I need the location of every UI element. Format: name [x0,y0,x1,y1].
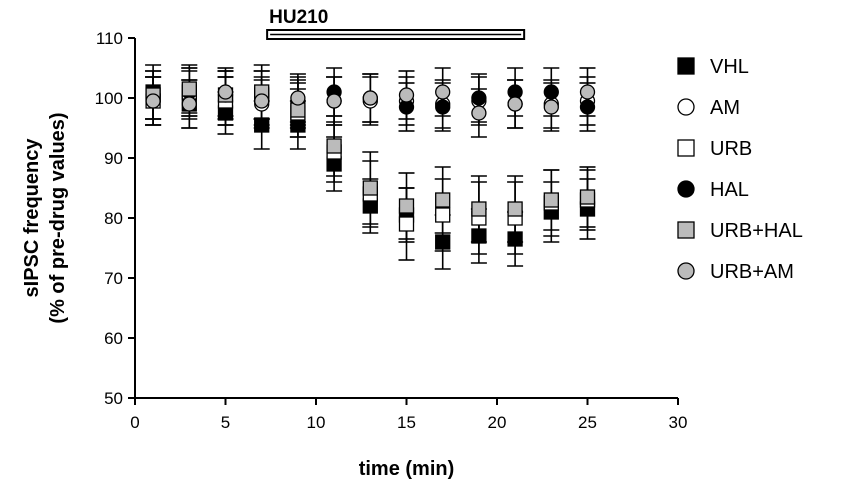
legend-label: URB+HAL [710,220,803,242]
data-point [254,93,270,109]
legend-marker [677,221,695,239]
data-point [579,99,596,115]
legend-label: AM [710,97,740,119]
drug-bar-label: HU210 [269,7,328,28]
data-point [435,207,451,223]
data-point [326,138,342,154]
data-point [579,84,596,100]
x-tick-label: 25 [578,413,597,432]
y-axis-title: sIPSC frequency (% of pre-drug values) [21,112,69,323]
data-point [398,216,415,232]
x-tick-label: 0 [130,413,139,432]
legend-marker [677,180,695,198]
y-tick-label: 50 [104,389,123,408]
data-point [471,228,487,244]
y-tick-label: 100 [95,89,123,108]
data-point [471,201,487,217]
x-tick-label: 30 [669,413,688,432]
data-point [543,192,559,208]
data-point [471,105,487,121]
data-point [579,189,596,205]
y-tick-label: 80 [104,209,123,228]
y-tick-label: 60 [104,329,123,348]
y-axis-title-line: (% of pre-drug values) [47,112,69,323]
data-point [507,96,523,112]
data-point [326,93,342,109]
data-markers [145,81,596,250]
data-point [435,99,451,115]
y-tick-label: 90 [104,149,123,168]
x-tick-label: 10 [307,413,326,432]
data-point [543,99,559,115]
legend-label: VHL [710,56,749,78]
data-point [543,84,559,100]
data-point [398,198,415,214]
data-point [362,90,378,106]
legend-label: URB [710,138,752,160]
data-point [181,96,197,112]
data-point [471,90,487,106]
x-tick-label: 15 [397,413,416,432]
legend-marker [677,57,695,75]
data-point [145,93,161,109]
data-point [435,84,451,100]
data-point [507,231,523,247]
y-axis-title-line: sIPSC frequency [21,138,43,298]
data-point [254,117,270,133]
x-tick-label: 20 [488,413,507,432]
y-tick-label: 70 [104,269,123,288]
legend-label: HAL [710,179,749,201]
data-point [435,192,451,208]
data-point [435,234,451,250]
x-axis-title: time (min) [359,458,455,480]
data-point [290,90,306,106]
legend-marker [677,139,695,157]
x-tick-label: 5 [221,413,230,432]
axes: 50 60 70 80 90 100 110 0 5 10 15 20 25 30 time (min) sI… [21,29,687,480]
data-point [398,87,415,103]
data-point [507,201,523,217]
legend-marker [677,262,695,280]
data-point [362,180,378,196]
legend-marker [677,98,695,116]
y-tick-label: 110 [96,29,123,48]
data-point [181,81,197,97]
data-point [217,84,234,100]
drug-application-bar: HU210 [266,7,526,40]
legend-label: URB+AM [710,261,794,283]
legend: VHL AM URB HAL URB+HAL URB+AM [677,56,803,283]
